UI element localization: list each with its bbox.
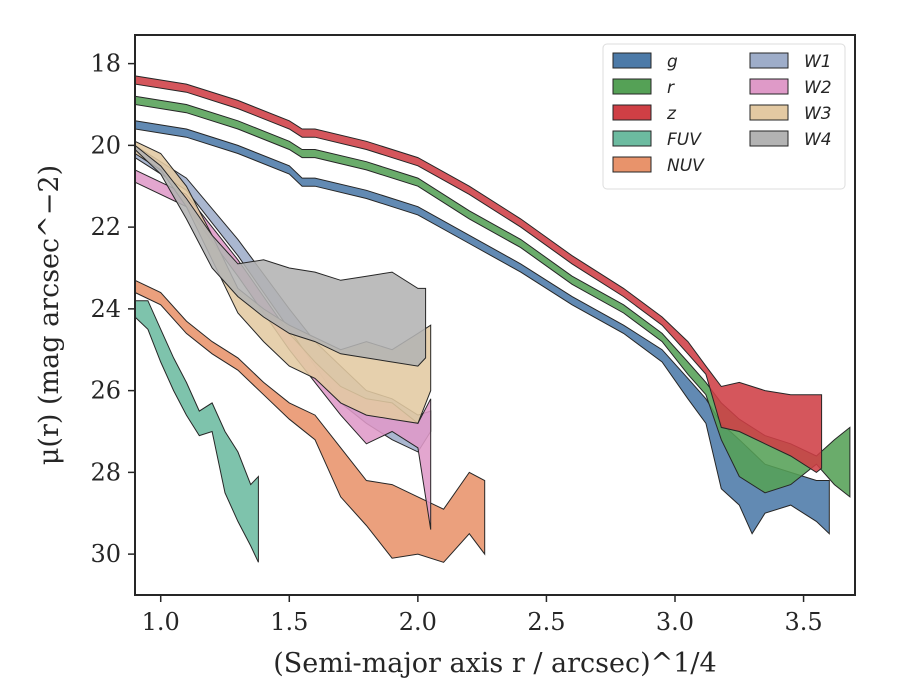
band-z [134, 75, 823, 474]
legend-item-w4: W4 [749, 130, 832, 150]
legend-item-w3: W3 [749, 104, 832, 124]
y-tick-label: 26 [90, 377, 121, 405]
legend-label: W2 [804, 78, 832, 98]
y-axis-label: μ(r) (mag arcsec^−2) [34, 165, 65, 465]
legend-label: r [667, 78, 675, 98]
y-axis-ticks: 18 20 22 24 26 28 30 [90, 50, 135, 568]
band-nuv [134, 279, 486, 563]
legend-label: W3 [804, 104, 832, 124]
legend-swatch [612, 156, 652, 173]
legend-swatch [612, 52, 652, 69]
legend-label: FUV [667, 130, 702, 150]
y-tick-label: 30 [90, 540, 121, 568]
x-axis-label: (Semi-major axis r / arcsec)^1/4 [273, 648, 716, 679]
legend-label: W4 [804, 130, 832, 150]
y-tick-label: 22 [90, 213, 121, 241]
legend-item-w1: W1 [749, 52, 832, 72]
y-tick-label: 20 [90, 131, 121, 159]
legend-swatch [612, 104, 652, 121]
legend-item-fuv: FUV [612, 130, 702, 150]
legend-item-w2: W2 [749, 78, 832, 98]
legend-label: z [666, 104, 677, 124]
x-tick-label: 3.5 [784, 608, 822, 636]
legend-item-g: g [612, 52, 678, 72]
x-tick-label: 1.5 [270, 608, 308, 636]
legend: grz FUV NUV W1 W2 W3 W4 [602, 43, 846, 190]
band-fuv [134, 300, 259, 563]
band-g [134, 120, 830, 535]
legend-item-z: z [612, 104, 677, 124]
legend-swatch [749, 104, 789, 121]
plot-frame [134, 34, 856, 596]
y-tick-label: 28 [90, 458, 121, 486]
legend-swatch [612, 130, 652, 147]
x-tick-label: 2.5 [527, 608, 565, 636]
x-tick-label: 2.0 [399, 608, 437, 636]
legend-swatch [749, 130, 789, 147]
x-tick-label: 3.0 [656, 608, 694, 636]
x-tick-label: 1.0 [142, 608, 180, 636]
y-tick-label: 24 [90, 295, 121, 323]
legend-item-r: r [612, 78, 675, 98]
band-w4 [134, 144, 427, 367]
legend-swatch [612, 78, 652, 95]
legend-label: W1 [804, 52, 832, 72]
legend-label: g [667, 52, 678, 72]
band-areas [134, 75, 851, 563]
legend-item-nuv: NUV [612, 156, 705, 176]
x-axis-ticks: 1.0 1.5 2.0 2.5 3.0 3.5 [142, 595, 823, 636]
legend-swatch [749, 52, 789, 69]
y-tick-label: 18 [90, 50, 121, 78]
legend-swatch [749, 78, 789, 95]
band-r [134, 95, 851, 498]
legend-label: NUV [667, 156, 705, 176]
